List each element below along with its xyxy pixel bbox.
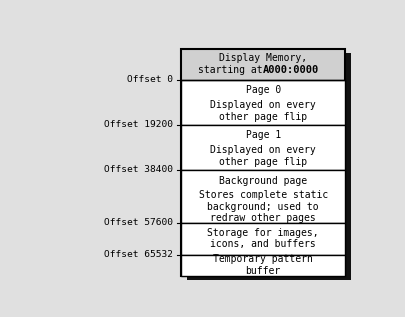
Bar — [181, 223, 344, 255]
Text: Displayed on every
other page flip: Displayed on every other page flip — [210, 146, 315, 167]
Text: Display Memory,: Display Memory, — [219, 53, 307, 62]
Text: Temporary pattern
buffer: Temporary pattern buffer — [213, 255, 312, 276]
Bar — [181, 255, 344, 276]
Bar — [181, 170, 344, 223]
Bar — [181, 125, 344, 170]
Text: starting atA000:0000: starting atA000:0000 — [204, 65, 321, 75]
Text: Offset 38400: Offset 38400 — [104, 165, 173, 174]
Text: Storage for images,
icons, and buffers: Storage for images, icons, and buffers — [207, 228, 318, 249]
Text: starting at: starting at — [198, 65, 262, 75]
Text: Offset 0: Offset 0 — [127, 75, 173, 84]
Text: Offset 57600: Offset 57600 — [104, 218, 173, 227]
Bar — [187, 54, 350, 281]
Text: Page 1: Page 1 — [245, 130, 280, 139]
Text: Offset 19200: Offset 19200 — [104, 120, 173, 129]
Text: Displayed on every
other page flip: Displayed on every other page flip — [210, 100, 315, 122]
Text: Background page: Background page — [219, 176, 307, 186]
Bar — [181, 80, 344, 125]
Text: A000:0000: A000:0000 — [262, 65, 318, 75]
Text: Stores complete static
background; used to
redraw other pages: Stores complete static background; used … — [198, 190, 327, 223]
Bar — [181, 49, 344, 276]
Text: Offset 65532: Offset 65532 — [104, 250, 173, 259]
Text: Page 0: Page 0 — [245, 85, 280, 94]
